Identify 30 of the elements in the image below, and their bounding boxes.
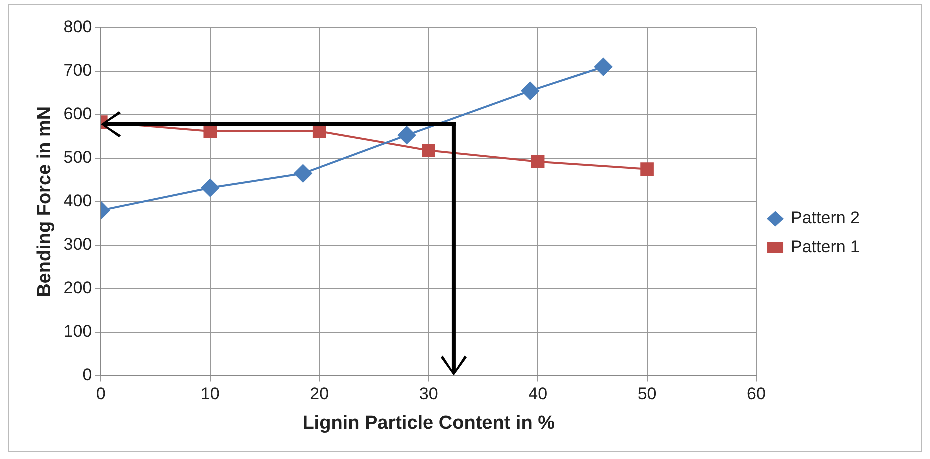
y-tick-label: 500 [64, 148, 92, 168]
y-tick-label: 0 [82, 365, 92, 384]
point [594, 58, 613, 76]
x-tick-label: 10 [200, 384, 220, 404]
point [640, 162, 654, 176]
y-tick-label: 600 [64, 104, 92, 124]
x-axis-title: Lignin Particle Content in % [302, 412, 556, 434]
y-tick-label: 200 [64, 278, 92, 298]
x-tick-label: 30 [419, 384, 438, 404]
x-tick-label: 50 [638, 384, 657, 404]
y-tick-label: 800 [64, 18, 92, 37]
point [294, 164, 312, 183]
point [422, 144, 436, 158]
y-tick-label: 400 [64, 192, 92, 211]
point [312, 124, 326, 138]
y-tick-label: 100 [64, 322, 92, 342]
x-tick-label: 0 [96, 384, 106, 404]
x-tick-label: 40 [528, 384, 548, 404]
point [521, 82, 540, 100]
point [531, 155, 545, 169]
legend-label: Pattern 1 [791, 238, 860, 257]
legend-label: Pattern 2 [791, 208, 860, 228]
y-tick-label: 300 [64, 235, 92, 254]
x-tick-label: 20 [310, 384, 330, 404]
x-tick-label: 60 [747, 384, 766, 404]
point [204, 124, 218, 138]
point [398, 126, 416, 144]
y-tick-label: 700 [64, 61, 92, 80]
point [201, 178, 220, 197]
y-axis-title: Bending Force in mN [34, 106, 56, 298]
